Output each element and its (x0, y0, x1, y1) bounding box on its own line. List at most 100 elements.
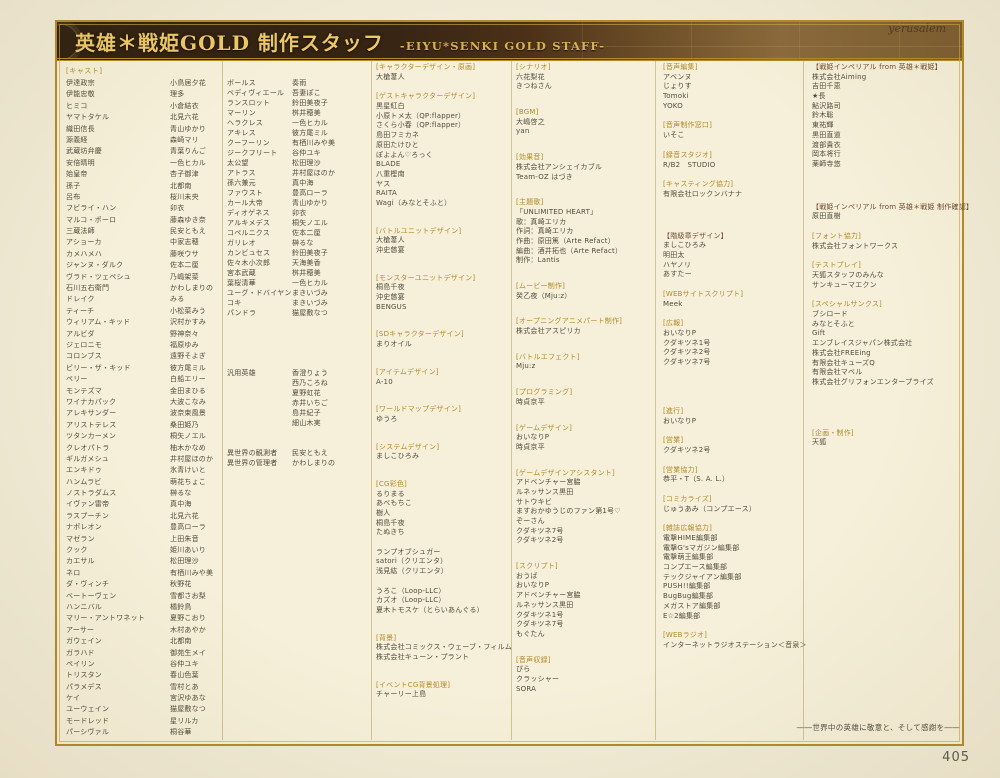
character-name: ダ・ヴィンチ (66, 580, 110, 589)
credit-line: 癸乙夜（Mju:z） (516, 291, 572, 300)
credit-line: 作詞：真崎エリカ (516, 227, 574, 236)
credit-section: [フォント協力] 株式会社フォントワークス (812, 232, 973, 251)
character-name: 佐々木小次郎 (227, 259, 271, 267)
section-header: [バトルユニットデザイン] (376, 226, 462, 235)
credit-line: 小原トメ太（QP:flapper） (376, 111, 466, 120)
section-header: [進行] (663, 406, 684, 415)
voice-actor-name: 彼方尾ミル (292, 129, 328, 137)
section-header: [モンスターユニットデザイン] (376, 273, 476, 282)
credit-line: ぽよよん♡ろっく (376, 150, 433, 159)
credit-line: あべもちこ (376, 499, 412, 508)
cast-row: ケイ 宮沢ゆあな (66, 693, 218, 704)
character-name: ガウェイン (66, 637, 102, 646)
cast-row: ギルガメシュ 井村屋ほのか (66, 454, 218, 465)
credit-section: [WEBラジオ] インターネットラジオステーション＜音泉＞ (663, 631, 807, 650)
voice-actor-name: みる (170, 295, 185, 304)
credit-line: 天狐スタッフのみんな (812, 271, 884, 279)
voice-actor-name: 桑田姫乃 (170, 420, 199, 429)
cast-row: ベートーヴェン 雪都さお梨 (66, 591, 218, 602)
credit-line: 渡部貴衣 (812, 140, 841, 149)
character-name: クレオパトラ (66, 443, 110, 452)
map-line (554, 46, 962, 47)
section-header: [背景] (376, 633, 397, 642)
cast-row: パラメデス 雪村とあ (66, 682, 218, 693)
section-header: [イベントCG背景処理] (376, 680, 451, 689)
section-header: [音声編集] (663, 63, 698, 71)
character-name: コロンブス (66, 352, 102, 361)
credit-section: [アイテムデザイン] A-10 (376, 368, 512, 387)
section-header: [広報] (663, 319, 684, 328)
credit-section: [コミカライズ] じゅうあみ（コンプエース） (663, 495, 807, 514)
map-line (898, 22, 900, 58)
credit-line (376, 577, 512, 587)
page-subtitle: -EIYU*SENKI GOLD STAFF- (399, 39, 606, 53)
voice-actor-name: 島井紀子 (292, 409, 321, 417)
section-header: [WEBラジオ] (663, 631, 708, 640)
section-header: [WEBサイトスクリプト] (663, 290, 744, 298)
voice-actor-name: 藤咲ウサ (170, 249, 199, 258)
credit-section: [録音スタジオ] R/B2 STUDIO (663, 151, 807, 170)
character-name: 孫六兼元 (227, 179, 256, 187)
character-name: パンドラ (227, 309, 257, 317)
cast-row: 織田信長 青山ゆかり (66, 124, 218, 135)
voice-actor-name: かわしまりの (170, 284, 214, 293)
credit-line: A-10 (376, 377, 393, 386)
voice-actor-name: 谷仲ユキ (292, 149, 321, 157)
compass-decoration (57, 24, 79, 58)
section-header: [システムデザイン] (376, 442, 440, 451)
credit-section: [オープニングアニメパート制作] 株式会社アスピリカ (516, 317, 622, 336)
credit-section: [プログラミング] 時貞京平 (516, 388, 622, 407)
voice-actor-name: 西乃ころね (292, 379, 328, 387)
cast-row: カメハメハ 藤咲ウサ (66, 249, 218, 260)
voice-actor-name: 中家志穂 (170, 238, 199, 247)
character-name: 異世界の観測者 (227, 449, 278, 457)
credit-line: PUSH!!編集部 (663, 582, 711, 591)
column-divider (655, 60, 656, 740)
credit-line: 天狐 (812, 438, 827, 447)
voice-actor-name: 秋野花 (170, 580, 192, 589)
voice-actor-name: 上田朱音 (170, 534, 199, 543)
section-header: [雑誌広報協力] (663, 524, 713, 533)
voice-actor-name: 雪村とあ (170, 682, 199, 691)
credit-line: るりまる (376, 489, 405, 498)
credit-line: 黒星紅白 (376, 102, 405, 111)
voice-actor-name: 井村屋ほのか (292, 169, 336, 177)
credit-section: [キャラクターデザイン・原画] 大槍葦人 (376, 63, 512, 82)
cast-row: アキレス 彼方尾ミル (227, 128, 365, 138)
voice-actor-name: 榊るな (292, 239, 314, 247)
character-name: ナポレオン (66, 523, 102, 532)
character-name: イヴァン雷帝 (66, 500, 110, 509)
character-name: クーフーリン (227, 139, 270, 147)
column-divider (222, 60, 223, 740)
cast-row: ユーウェイン 猫屋敷なつ (66, 704, 218, 715)
section-header: [ムービー制作] (516, 282, 566, 290)
cast-row: ノストラダムス 榊るな (66, 488, 218, 499)
credit-section: [モンスターユニットデザイン] 桐島千夜 沖史慈宴 BENGUS (376, 274, 512, 313)
credit-line: ハヤノリ (663, 260, 692, 269)
character-name: 呂布 (66, 192, 81, 201)
voice-actor-name: かわしまりの (292, 459, 336, 467)
character-name: トリスタン (66, 671, 102, 680)
map-line (690, 22, 692, 58)
character-name: アキレス (227, 129, 256, 137)
credit-line: クダキツネ2号 (516, 536, 564, 545)
cast-row: クレオパトラ 柚木かなめ (66, 443, 218, 454)
cast-row: 佐々木小次郎 天海美香 (227, 258, 365, 268)
voice-actor-name: 波奈束風景 (170, 409, 206, 418)
credit-line: さくら小春（QP:flapper） (376, 121, 466, 130)
section-header: 【階級章デザイン】 (663, 231, 728, 240)
credit-line: 六花梨花 (516, 72, 545, 81)
character-name: 石川五右衛門 (66, 284, 110, 293)
voice-actor-name: 彼方尾ミル (170, 363, 206, 372)
credit-line: Team-OZ はづき (516, 172, 573, 181)
character-name: ハンムラビ (66, 477, 102, 486)
credit-section: [営業協力] 恭平・T（S. A. L.） (663, 466, 807, 485)
character-name: マリー・アントワネット (66, 614, 145, 623)
column-divider (371, 60, 372, 740)
cast-row: ジークフリート 谷仲ユキ (227, 148, 365, 158)
character-name: ハンニバル (66, 602, 102, 611)
voice-actor-name: 佐本二厘 (170, 261, 199, 270)
cast-row: 太公望 松田理沙 (227, 158, 365, 168)
character-name: パーシヴァル (66, 728, 110, 737)
staff-column: [キャラクターデザイン・原画] 大槍葦人 [ゲストキャラクターデザイン] 黒星紅白 小原… (376, 63, 512, 700)
